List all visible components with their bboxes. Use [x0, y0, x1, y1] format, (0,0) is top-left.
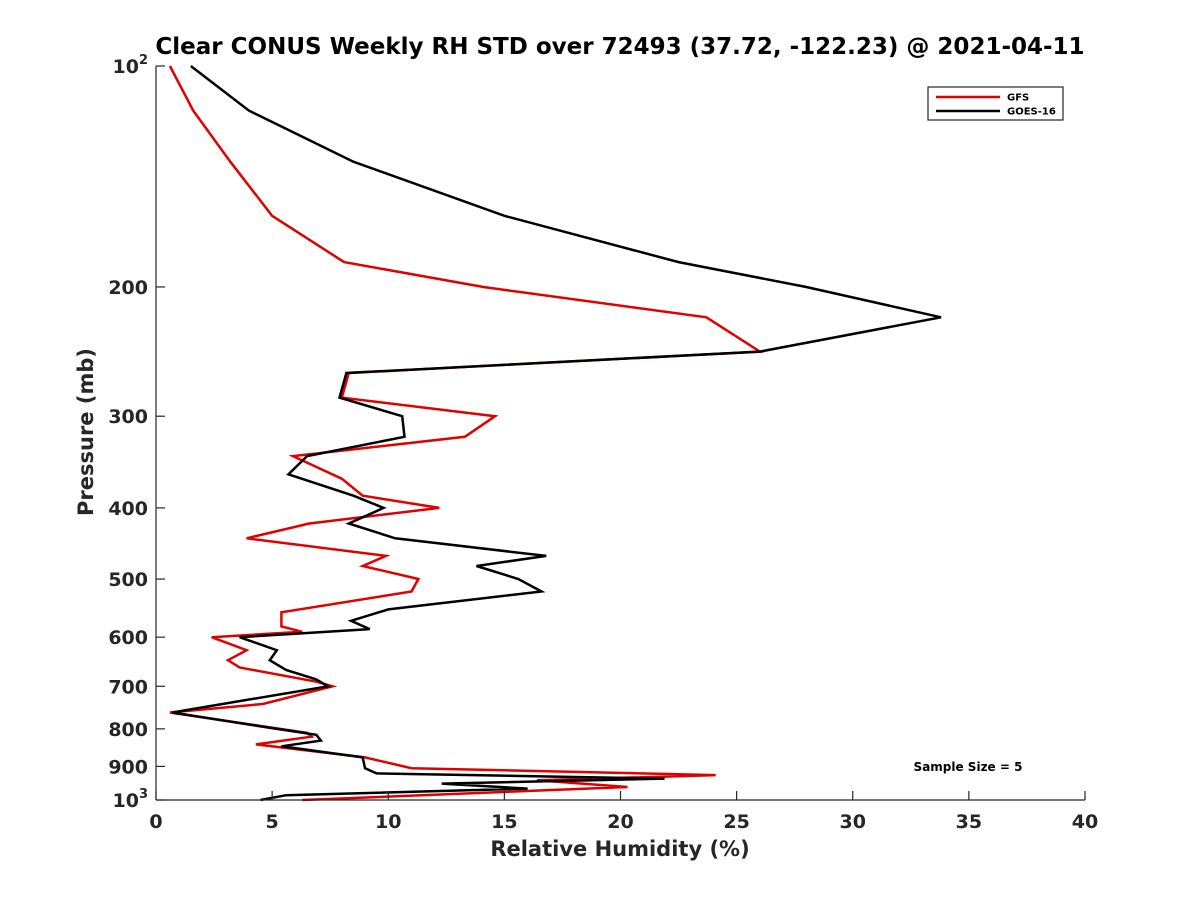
sample-size-annotation: Sample Size = 5 [914, 760, 1023, 774]
legend: GFS GOES-16 [927, 86, 1064, 121]
x-tick-label: 25 [723, 811, 749, 833]
x-tick-label: 20 [607, 811, 633, 833]
x-tick-label: 15 [491, 811, 517, 833]
y-tick-label: 700 [108, 676, 148, 698]
x-tick-label: 40 [1072, 811, 1098, 833]
y-tick-label: 800 [108, 719, 148, 741]
x-tick-label: 0 [149, 811, 162, 833]
y-tick-label: 103 [113, 787, 149, 812]
chart-title: Clear CONUS Weekly RH STD over 72493 (37… [155, 34, 1084, 60]
y-tick-label: 900 [108, 756, 148, 778]
x-tick-label: 10 [375, 811, 401, 833]
legend-label: GOES-16 [1007, 107, 1056, 118]
y-tick-label: 500 [108, 569, 148, 591]
y-tick-label: 400 [108, 498, 148, 520]
legend-label: GFS [1007, 93, 1029, 104]
x-tick-label: 35 [956, 811, 982, 833]
y-tick-label: 102 [113, 53, 149, 78]
series-line-0 [168, 65, 764, 802]
y-tick-label: 300 [108, 406, 148, 428]
x-tick-label: 30 [840, 811, 866, 833]
y-tick-label: 200 [108, 277, 148, 299]
x-axis-label: Relative Humidity (%) [490, 837, 749, 861]
legend-box [927, 86, 1064, 121]
x-tick-label: 5 [266, 811, 279, 833]
y-axis-label: Pressure (mb) [74, 348, 98, 516]
plot-area: 0 5 10 15 20 25 30 35 40 102 200 300 400 500 600 700 800… [108, 53, 1098, 833]
y-tick-label: 600 [108, 627, 148, 649]
series-line-1 [172, 65, 942, 802]
